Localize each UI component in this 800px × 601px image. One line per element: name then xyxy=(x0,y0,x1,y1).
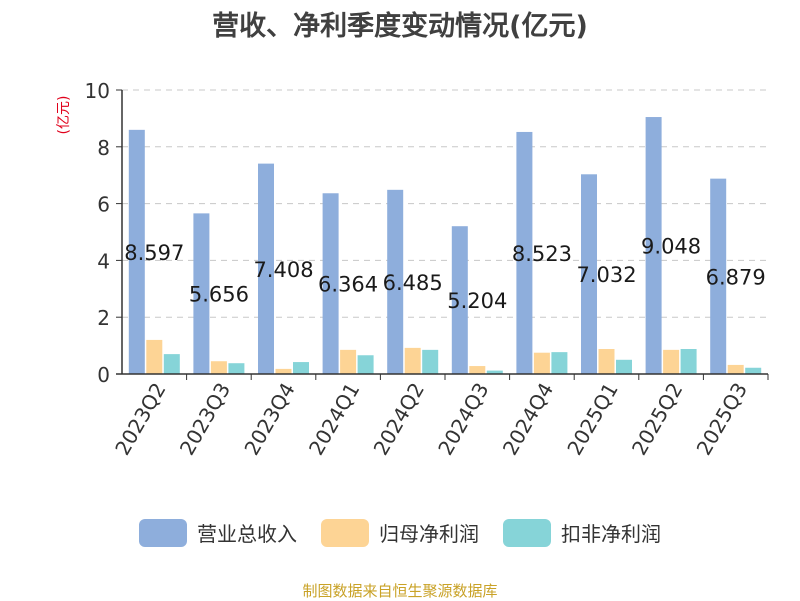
data-label-2025Q2: 9.048 xyxy=(641,235,701,259)
bar-2025Q3-s2[interactable] xyxy=(745,367,762,374)
legend-label-net-profit: 归母净利润 xyxy=(379,522,479,546)
legend-item-net-profit[interactable]: 归母净利润 xyxy=(321,518,479,547)
legend-swatch-deducted-profit xyxy=(503,518,551,547)
bar-2023Q4-s1[interactable] xyxy=(275,368,292,374)
data-label-2025Q1: 7.032 xyxy=(576,263,636,287)
x-tick-label: 2023Q4 xyxy=(239,379,299,460)
data-label-2024Q4: 8.523 xyxy=(512,242,572,266)
legend-swatch-revenue xyxy=(139,518,187,547)
legend-item-deducted-profit[interactable]: 扣非净利润 xyxy=(503,518,661,547)
x-tick-label: 2024Q3 xyxy=(433,379,493,460)
bar-2025Q1-s0[interactable] xyxy=(581,174,597,374)
x-tick-label: 2024Q1 xyxy=(304,379,364,460)
data-label-2023Q2: 8.597 xyxy=(124,241,184,265)
bar-2025Q2-s1[interactable] xyxy=(663,349,680,374)
legend-label-revenue: 营业总收入 xyxy=(197,522,297,546)
bar-2023Q3-s2[interactable] xyxy=(228,363,245,374)
bar-2023Q2-s0[interactable] xyxy=(128,129,145,374)
y-tick-label: 4 xyxy=(97,249,110,273)
y-tick-label: 8 xyxy=(97,136,110,160)
grid-lines xyxy=(122,89,768,318)
legend-swatch-net-profit xyxy=(321,518,369,547)
bar-2024Q4-s2[interactable] xyxy=(551,352,568,374)
bar-2024Q4-s1[interactable] xyxy=(533,352,550,374)
y-tick-label: 6 xyxy=(97,193,110,217)
legend-item-revenue[interactable]: 营业总收入 xyxy=(139,518,297,547)
chart-title: 营收、净利季度变动情况(亿元) xyxy=(212,11,588,42)
bar-2024Q3-s0[interactable] xyxy=(451,226,468,374)
bar-2024Q1-s0[interactable] xyxy=(322,193,339,374)
data-label-2023Q4: 7.408 xyxy=(253,258,313,282)
bar-2024Q4-s0[interactable] xyxy=(516,131,533,374)
data-label-2023Q3: 5.656 xyxy=(189,283,249,307)
source-note: 制图数据来自恒生聚源数据库 xyxy=(302,582,498,600)
x-tick-label: 2025Q3 xyxy=(692,379,752,460)
bar-2025Q3-s0[interactable] xyxy=(710,178,727,374)
x-tick-label: 2025Q1 xyxy=(562,379,622,460)
bar-2025Q1-s1[interactable] xyxy=(598,349,615,374)
bar-2023Q4-s0[interactable] xyxy=(258,163,274,374)
bar-2023Q2-s2[interactable] xyxy=(163,354,180,374)
bar-2024Q3-s1[interactable] xyxy=(469,366,486,374)
y-tick-label: 0 xyxy=(97,363,110,387)
legend: 营业总收入 归母净利润 扣非净利润 xyxy=(0,518,800,547)
bar-2024Q2-s0[interactable] xyxy=(387,189,404,374)
bar-2024Q2-s1[interactable] xyxy=(404,347,421,374)
data-label-2024Q2: 6.485 xyxy=(383,271,443,295)
data-label-2024Q3: 5.204 xyxy=(447,289,507,313)
x-tick-label: 2023Q2 xyxy=(110,379,170,460)
bar-2025Q1-s2[interactable] xyxy=(616,359,632,374)
y-tick-label: 10 xyxy=(85,79,110,103)
bars xyxy=(128,117,762,374)
bar-2024Q1-s2[interactable] xyxy=(357,355,374,374)
bar-2024Q1-s1[interactable] xyxy=(340,349,357,374)
bar-2023Q3-s0[interactable] xyxy=(193,213,210,374)
bar-2024Q2-s2[interactable] xyxy=(422,349,439,374)
bar-2025Q3-s1[interactable] xyxy=(727,364,744,374)
y-tick-label: 2 xyxy=(97,306,110,330)
bar-2025Q2-s2[interactable] xyxy=(680,349,697,374)
bar-2023Q3-s1[interactable] xyxy=(210,361,227,374)
bar-2025Q2-s0[interactable] xyxy=(645,117,662,374)
x-tick-label: 2024Q2 xyxy=(369,379,429,460)
bar-2024Q3-s2[interactable] xyxy=(486,370,503,374)
y-axis-title: (亿元) xyxy=(56,96,72,135)
bar-2023Q4-s2[interactable] xyxy=(293,362,309,374)
legend-label-deducted-profit: 扣非净利润 xyxy=(561,522,661,546)
x-tick-label: 2025Q2 xyxy=(627,379,687,460)
data-label-2024Q1: 6.364 xyxy=(318,273,378,297)
x-tick-label: 2023Q3 xyxy=(175,379,235,460)
bar-2023Q2-s1[interactable] xyxy=(146,339,163,374)
x-tick-label: 2024Q4 xyxy=(498,379,558,460)
data-label-2025Q3: 6.879 xyxy=(706,265,766,289)
